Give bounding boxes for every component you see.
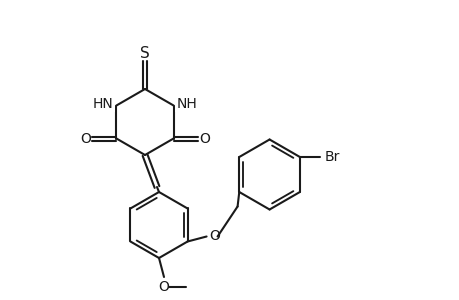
Text: Br: Br bbox=[324, 150, 339, 164]
Text: O: O bbox=[80, 131, 91, 146]
Text: HN: HN bbox=[93, 97, 113, 110]
Text: O: O bbox=[209, 230, 219, 244]
Text: NH: NH bbox=[176, 97, 196, 110]
Text: S: S bbox=[140, 46, 150, 61]
Text: O: O bbox=[158, 280, 169, 294]
Text: O: O bbox=[199, 131, 210, 146]
